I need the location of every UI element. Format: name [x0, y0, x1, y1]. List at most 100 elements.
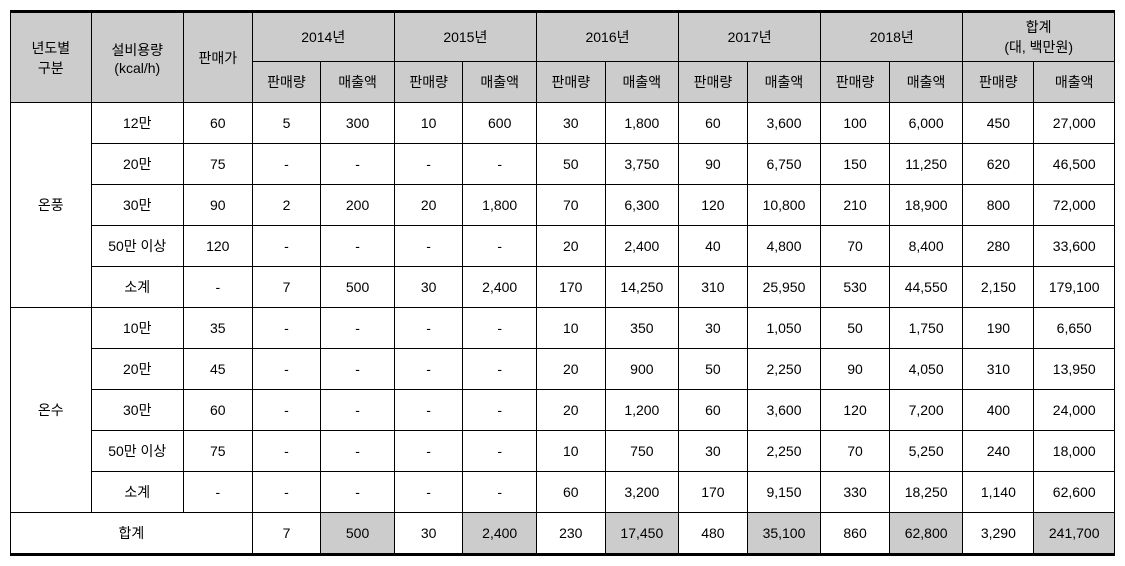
capacity-cell: 소계: [91, 472, 183, 513]
header-qty: 판매량: [821, 62, 890, 103]
data-cell: 210: [821, 185, 890, 226]
data-cell: 2,400: [463, 267, 536, 308]
data-cell: 5,250: [889, 431, 962, 472]
total-cell: 62,800: [889, 513, 962, 555]
data-cell: -: [394, 308, 463, 349]
data-cell: -: [252, 472, 321, 513]
data-cell: 170: [679, 472, 748, 513]
header-qty: 판매량: [679, 62, 748, 103]
price-cell: 60: [183, 103, 252, 144]
data-cell: 3,600: [747, 103, 820, 144]
data-cell: 30: [679, 308, 748, 349]
price-cell: 45: [183, 349, 252, 390]
data-cell: 25,950: [747, 267, 820, 308]
data-cell: -: [252, 226, 321, 267]
total-cell: 35,100: [747, 513, 820, 555]
data-cell: 800: [963, 185, 1034, 226]
data-cell: 100: [821, 103, 890, 144]
data-cell: 4,050: [889, 349, 962, 390]
data-cell: 3,750: [605, 144, 678, 185]
data-cell: 1,750: [889, 308, 962, 349]
data-cell: 44,550: [889, 267, 962, 308]
capacity-cell: 50만 이상: [91, 226, 183, 267]
header-amt: 매출액: [1034, 62, 1115, 103]
total-cell: 2,400: [463, 513, 536, 555]
data-cell: 2,150: [963, 267, 1034, 308]
data-cell: 3,600: [747, 390, 820, 431]
data-cell: 310: [679, 267, 748, 308]
price-cell: 35: [183, 308, 252, 349]
data-cell: -: [252, 349, 321, 390]
data-cell: -: [321, 226, 394, 267]
data-cell: 50: [536, 144, 605, 185]
data-cell: 10: [536, 308, 605, 349]
table-body: 온풍12만60530010600301,800603,6001006,00045…: [11, 103, 1115, 555]
data-cell: 10: [394, 103, 463, 144]
price-cell: -: [183, 472, 252, 513]
data-cell: 1,050: [747, 308, 820, 349]
data-cell: 1,800: [605, 103, 678, 144]
table-row: 20만45----20900502,250904,05031013,950: [11, 349, 1115, 390]
data-cell: 50: [821, 308, 890, 349]
data-cell: 30: [679, 431, 748, 472]
data-cell: -: [463, 431, 536, 472]
data-cell: 33,600: [1034, 226, 1115, 267]
data-cell: 60: [679, 103, 748, 144]
category-cell: 온풍: [11, 103, 92, 308]
header-year-2018: 2018년: [821, 12, 963, 62]
data-cell: 30: [394, 267, 463, 308]
total-label: 합계: [11, 513, 253, 555]
data-cell: 6,650: [1034, 308, 1115, 349]
data-cell: 8,400: [889, 226, 962, 267]
table-row: 50만 이상75----10750302,250705,25024018,000: [11, 431, 1115, 472]
data-cell: 90: [679, 144, 748, 185]
data-cell: 350: [605, 308, 678, 349]
data-cell: -: [463, 226, 536, 267]
price-cell: 60: [183, 390, 252, 431]
header-price: 판매가: [183, 12, 252, 103]
data-cell: 4,800: [747, 226, 820, 267]
table-row: 50만 이상120----202,400404,800708,40028033,…: [11, 226, 1115, 267]
data-cell: -: [252, 431, 321, 472]
data-cell: 11,250: [889, 144, 962, 185]
data-cell: 20: [394, 185, 463, 226]
data-cell: 18,000: [1034, 431, 1115, 472]
data-cell: 24,000: [1034, 390, 1115, 431]
data-cell: 5: [252, 103, 321, 144]
data-cell: 1,200: [605, 390, 678, 431]
data-cell: -: [463, 349, 536, 390]
data-cell: -: [321, 472, 394, 513]
data-cell: 150: [821, 144, 890, 185]
price-cell: 75: [183, 144, 252, 185]
header-amt: 매출액: [605, 62, 678, 103]
total-cell: 17,450: [605, 513, 678, 555]
header-year-2017: 2017년: [679, 12, 821, 62]
table-row: 소계-7500302,40017014,25031025,95053044,55…: [11, 267, 1115, 308]
data-cell: -: [252, 144, 321, 185]
total-cell: 241,700: [1034, 513, 1115, 555]
table-row: 소계-----603,2001709,15033018,2501,14062,6…: [11, 472, 1115, 513]
data-cell: 310: [963, 349, 1034, 390]
data-cell: 2,250: [747, 349, 820, 390]
data-cell: 2,250: [747, 431, 820, 472]
header-qty: 판매량: [252, 62, 321, 103]
data-cell: 750: [605, 431, 678, 472]
header-qty: 판매량: [394, 62, 463, 103]
capacity-cell: 20만: [91, 144, 183, 185]
data-cell: 1,800: [463, 185, 536, 226]
data-cell: 90: [821, 349, 890, 390]
data-cell: -: [394, 390, 463, 431]
category-cell: 온수: [11, 308, 92, 513]
data-cell: 20: [536, 349, 605, 390]
header-year-2015: 2015년: [394, 12, 536, 62]
data-cell: 330: [821, 472, 890, 513]
header-amt: 매출액: [889, 62, 962, 103]
data-cell: 18,250: [889, 472, 962, 513]
header-year-2014: 2014년: [252, 12, 394, 62]
data-cell: 2: [252, 185, 321, 226]
header-total: 합계 (대, 백만원): [963, 12, 1115, 62]
data-cell: 10: [536, 431, 605, 472]
data-cell: 60: [679, 390, 748, 431]
data-cell: 120: [679, 185, 748, 226]
table-row: 30만60----201,200603,6001207,20040024,000: [11, 390, 1115, 431]
